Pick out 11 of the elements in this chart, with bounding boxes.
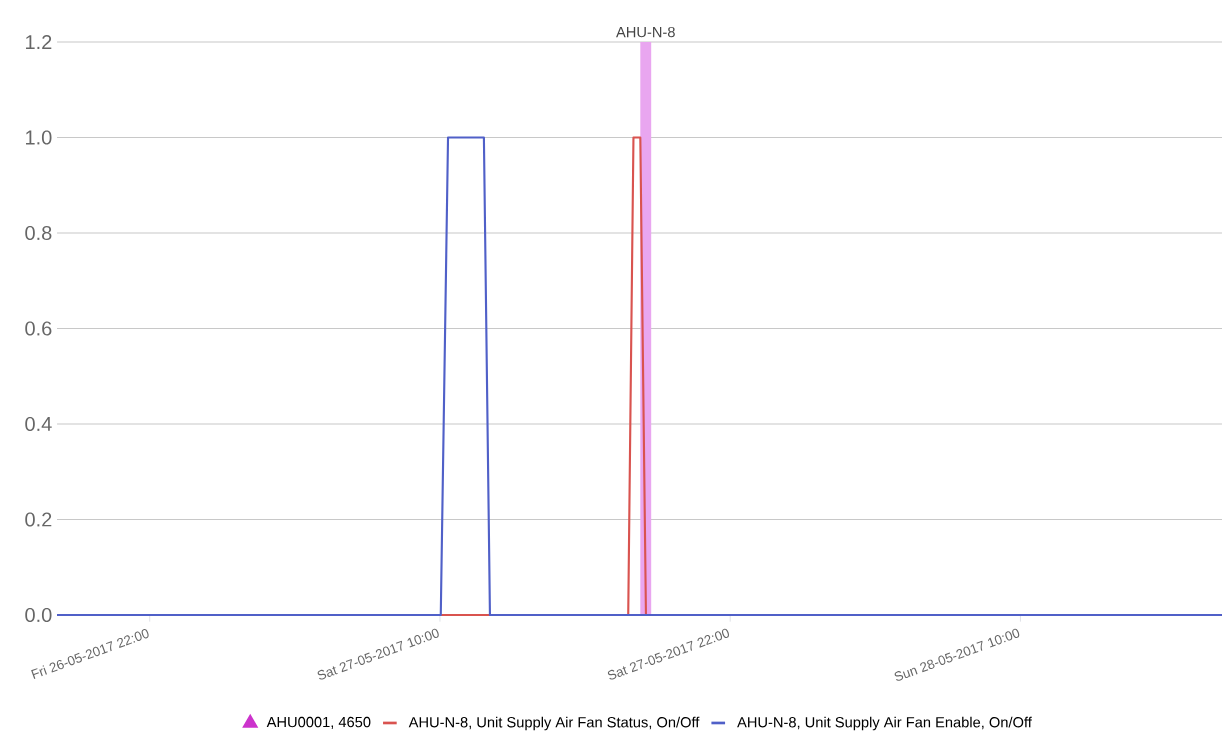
legend-label: AHU-N-8, Unit Supply Air Fan Status, On/Off [408,716,700,731]
y-tick-label: 0.0 [25,607,52,623]
y-tick-label: 0.2 [25,512,52,527]
y-tick-label: 1.0 [26,130,52,145]
legend-label: AHU0001, 4650 [266,716,371,729]
y-tick-label: 0.8 [25,225,52,241]
y-tick-label: 1.2 [26,35,52,49]
y-tick-label: 0.6 [25,321,52,336]
legend-label: AHU-N-8, Unit Supply Air Fan Enable, On/Off [737,716,1032,731]
band-label: AHU-N-8 [616,26,675,38]
y-tick-label: 0.4 [25,416,52,432]
